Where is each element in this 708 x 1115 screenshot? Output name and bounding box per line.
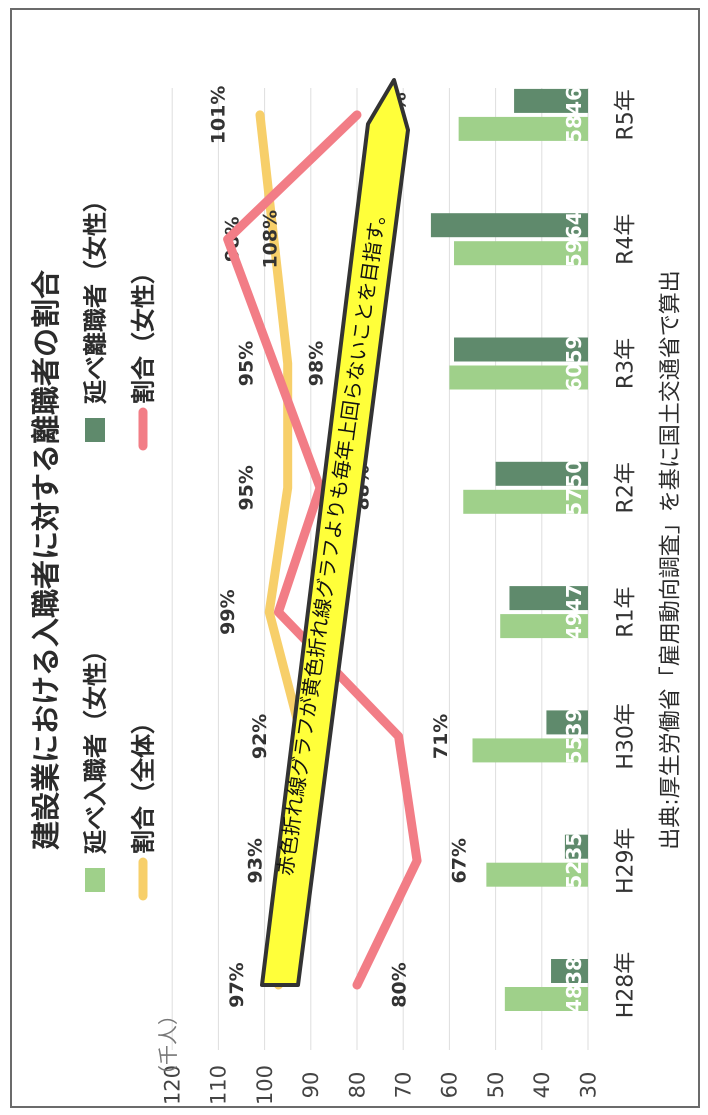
bar — [546, 710, 588, 735]
line-value-label: 93% — [245, 838, 267, 883]
bar — [430, 213, 588, 238]
bar-value-label: 39 — [562, 708, 586, 736]
legend-label: 割合（全体） — [129, 710, 157, 854]
bar-value-label: 35 — [562, 833, 586, 861]
legend-label: 延べ離職者（女性） — [81, 188, 109, 405]
bar — [495, 461, 588, 486]
y-tick-label: 110 — [207, 1065, 231, 1105]
bar — [463, 489, 588, 514]
bar — [504, 987, 588, 1011]
bar-value-label: 58 — [562, 115, 586, 143]
y-tick-label: 60 — [438, 1072, 462, 1099]
line-value-label: 99% — [217, 589, 239, 634]
bar-value-label: 46 — [562, 87, 586, 115]
annotation-arrow — [260, 78, 410, 987]
category-label: R3年 — [614, 338, 639, 389]
bar-value-label: 49 — [562, 612, 586, 640]
bar-value-label: 57 — [562, 488, 586, 516]
bar — [449, 365, 588, 390]
category-label: R2年 — [614, 462, 639, 513]
bar-value-label: 55 — [562, 736, 586, 764]
legend-label: 延べ入職者（女性） — [81, 638, 109, 855]
line-value-label: 108% — [259, 210, 281, 269]
chart-frame — [10, 8, 700, 1108]
bar-value-label: 52 — [562, 861, 586, 889]
bar-value-label: 47 — [562, 584, 586, 612]
line-value-label: 95% — [235, 465, 257, 510]
bar-value-label: 59 — [562, 239, 586, 267]
line-value-label: 101% — [208, 86, 230, 145]
source-note: 出典:厚生労働省「雇用動向調査」を基に国土交通省で算出 — [659, 270, 684, 849]
annotation-text: 赤色折れ線グラフが黄色折れ線グラフよりも毎年上回らないことを目指す。 — [273, 203, 391, 877]
y-tick-label: 30 — [576, 1072, 600, 1099]
bar — [564, 834, 588, 859]
y-tick-label: 90 — [299, 1072, 323, 1099]
bar-value-label: 50 — [562, 460, 586, 488]
line-value-label: 98% — [305, 341, 327, 386]
category-label: R5年 — [614, 89, 639, 140]
bar — [486, 862, 588, 887]
y-tick-label: 50 — [484, 1072, 508, 1099]
line-value-label: 80% — [389, 962, 411, 1007]
category-label: H29年 — [614, 827, 639, 894]
chart-title: 建設業における入職者に対する離職者の割合 — [29, 270, 63, 850]
bar — [454, 337, 588, 362]
bar-value-label: 38 — [562, 957, 586, 985]
category-label: H28年 — [614, 952, 639, 1019]
series-line — [223, 110, 422, 990]
y-tick-label: 40 — [530, 1072, 554, 1099]
category-label: R4年 — [614, 214, 639, 265]
bar — [472, 738, 588, 763]
bar-value-label: 60 — [562, 364, 586, 392]
bar-value-label: 59 — [562, 336, 586, 364]
bar — [514, 88, 588, 113]
bar — [458, 116, 588, 141]
bar — [551, 959, 588, 983]
legend-swatch — [85, 418, 105, 442]
y-tick-label: 120 — [161, 1065, 185, 1105]
bar — [454, 241, 588, 266]
y-tick-label: 80 — [345, 1072, 369, 1099]
bar-value-label: 64 — [562, 211, 586, 239]
bar — [509, 586, 588, 611]
category-label: R1年 — [614, 586, 639, 637]
y-tick-label: 100 — [253, 1065, 277, 1105]
line-value-label: 95% — [235, 341, 257, 386]
line-value-label: 71% — [430, 714, 452, 759]
category-label: H30年 — [614, 703, 639, 770]
y-tick-label: 70 — [392, 1072, 416, 1099]
y-unit-label: （千人） — [156, 1005, 180, 1085]
line-value-label: 92% — [249, 714, 271, 759]
line-value-label: 67% — [449, 838, 471, 883]
line-value-label: 97% — [226, 962, 248, 1007]
bar-value-label: 48 — [562, 985, 586, 1013]
legend-swatch — [85, 868, 105, 892]
legend-label: 割合（女性） — [129, 260, 157, 404]
bar — [500, 614, 588, 639]
